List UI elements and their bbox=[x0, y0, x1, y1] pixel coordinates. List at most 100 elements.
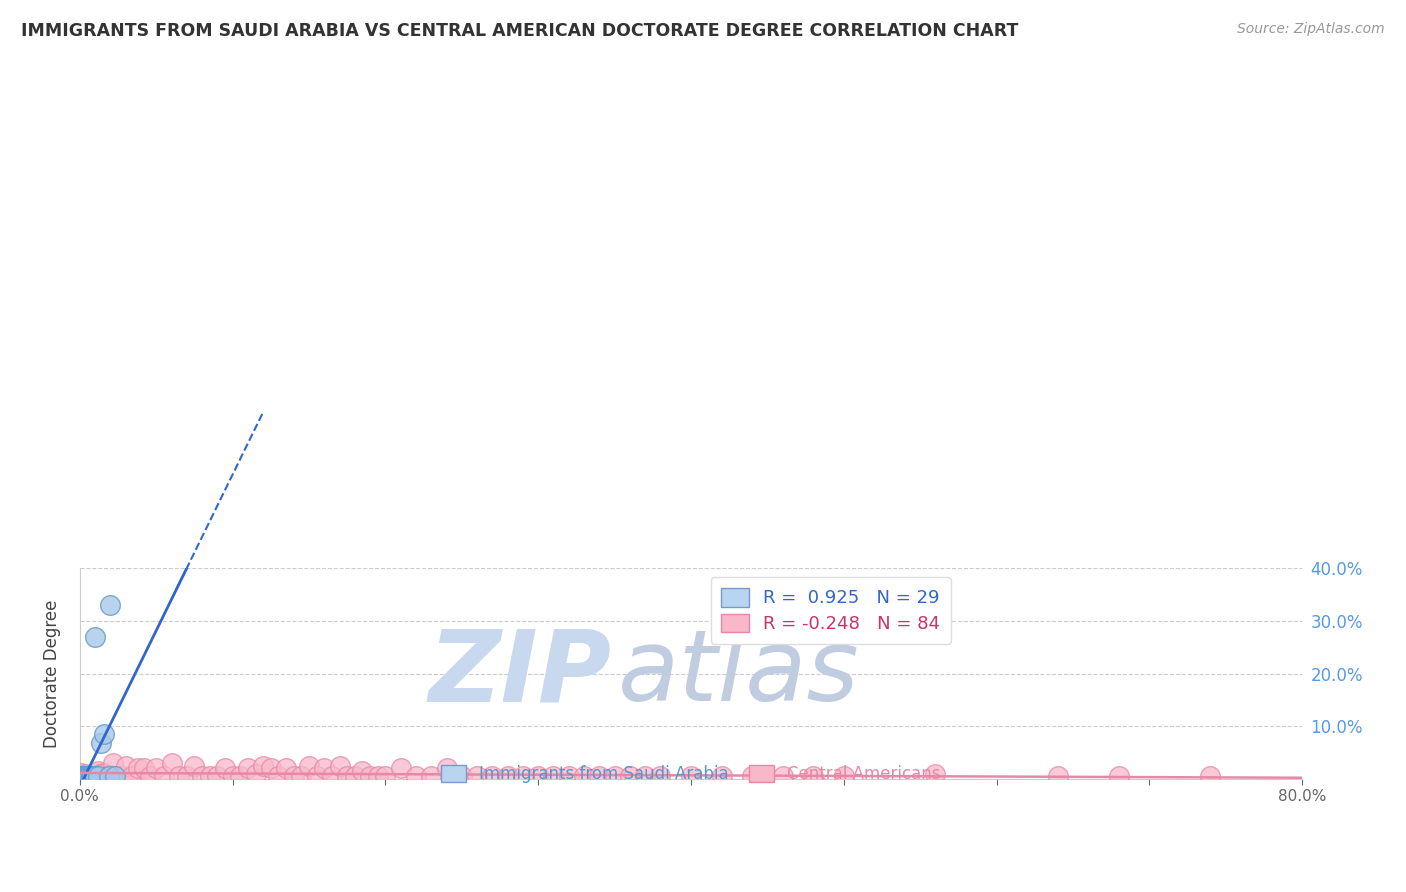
Point bbox=[77, 769, 100, 783]
Point bbox=[1199, 769, 1222, 783]
Point bbox=[558, 769, 581, 783]
Point bbox=[93, 766, 115, 780]
Point bbox=[76, 769, 98, 783]
Point bbox=[260, 761, 283, 775]
Point bbox=[207, 769, 229, 783]
Point bbox=[104, 769, 127, 783]
Point bbox=[305, 769, 328, 783]
Point bbox=[127, 761, 149, 775]
Point bbox=[832, 769, 855, 783]
Point bbox=[214, 761, 236, 775]
Point bbox=[634, 769, 657, 783]
Point bbox=[290, 769, 312, 783]
Point bbox=[274, 761, 297, 775]
Point bbox=[84, 769, 107, 783]
Point bbox=[198, 769, 221, 783]
Point bbox=[132, 761, 155, 775]
Point bbox=[191, 769, 214, 783]
Point bbox=[90, 736, 112, 750]
Point bbox=[160, 756, 183, 771]
Y-axis label: Doctorate Degree: Doctorate Degree bbox=[44, 599, 60, 747]
Point bbox=[336, 769, 359, 783]
Point bbox=[80, 769, 103, 783]
Point bbox=[70, 765, 93, 780]
Point bbox=[167, 769, 190, 783]
Point bbox=[76, 769, 98, 783]
Point bbox=[91, 765, 114, 780]
Point bbox=[283, 769, 305, 783]
Point bbox=[1108, 769, 1130, 783]
Point bbox=[298, 758, 321, 772]
Point bbox=[79, 769, 101, 783]
Point bbox=[70, 769, 93, 783]
Text: atlas: atlas bbox=[617, 625, 859, 722]
Point bbox=[73, 769, 96, 783]
Point bbox=[183, 758, 205, 772]
Point bbox=[83, 769, 105, 783]
Point bbox=[75, 766, 97, 780]
Point bbox=[572, 769, 595, 783]
Point bbox=[72, 769, 94, 783]
Point bbox=[70, 769, 93, 783]
Point bbox=[343, 769, 366, 783]
Point bbox=[77, 769, 100, 783]
Point bbox=[321, 769, 343, 783]
Point bbox=[75, 769, 97, 783]
Point bbox=[76, 769, 98, 783]
Point bbox=[153, 769, 176, 783]
Point bbox=[80, 769, 103, 783]
Point bbox=[100, 768, 122, 782]
Point bbox=[100, 598, 122, 612]
Point bbox=[924, 766, 946, 780]
Point bbox=[103, 756, 125, 771]
Point bbox=[73, 768, 96, 782]
Point bbox=[89, 766, 111, 780]
Point bbox=[314, 761, 336, 775]
Point bbox=[619, 769, 641, 783]
Point bbox=[267, 769, 290, 783]
Point bbox=[741, 769, 763, 783]
Point bbox=[496, 769, 519, 783]
Point bbox=[76, 769, 98, 783]
Point bbox=[374, 769, 396, 783]
Point bbox=[801, 769, 824, 783]
Point bbox=[710, 769, 733, 783]
Point bbox=[73, 769, 96, 783]
Point bbox=[481, 769, 503, 783]
Point bbox=[80, 769, 103, 783]
Point bbox=[75, 769, 97, 783]
Point bbox=[245, 766, 267, 780]
Point bbox=[176, 769, 198, 783]
Point bbox=[367, 769, 389, 783]
Point bbox=[420, 769, 443, 783]
Point bbox=[527, 769, 550, 783]
Point bbox=[72, 769, 94, 783]
Point bbox=[221, 769, 243, 783]
Text: Source: ZipAtlas.com: Source: ZipAtlas.com bbox=[1237, 22, 1385, 37]
Point bbox=[84, 769, 107, 783]
Point bbox=[73, 769, 96, 783]
Point bbox=[145, 761, 167, 775]
Point bbox=[650, 769, 672, 783]
Text: IMMIGRANTS FROM SAUDI ARABIA VS CENTRAL AMERICAN DOCTORATE DEGREE CORRELATION CH: IMMIGRANTS FROM SAUDI ARABIA VS CENTRAL … bbox=[21, 22, 1018, 40]
Point bbox=[87, 769, 110, 783]
Point bbox=[229, 769, 252, 783]
Point bbox=[405, 769, 427, 783]
Point bbox=[93, 727, 115, 741]
Point bbox=[679, 769, 702, 783]
Point bbox=[603, 769, 626, 783]
Point bbox=[84, 630, 107, 644]
Point bbox=[97, 769, 120, 783]
Point bbox=[79, 769, 101, 783]
Point bbox=[1046, 769, 1069, 783]
Point bbox=[83, 769, 105, 783]
Point bbox=[389, 761, 412, 775]
Point bbox=[87, 764, 110, 778]
Point bbox=[772, 769, 794, 783]
Point bbox=[359, 769, 381, 783]
Point bbox=[111, 769, 134, 783]
Point bbox=[352, 764, 374, 778]
Point bbox=[252, 758, 274, 772]
Point bbox=[114, 758, 136, 772]
Point bbox=[79, 769, 101, 783]
